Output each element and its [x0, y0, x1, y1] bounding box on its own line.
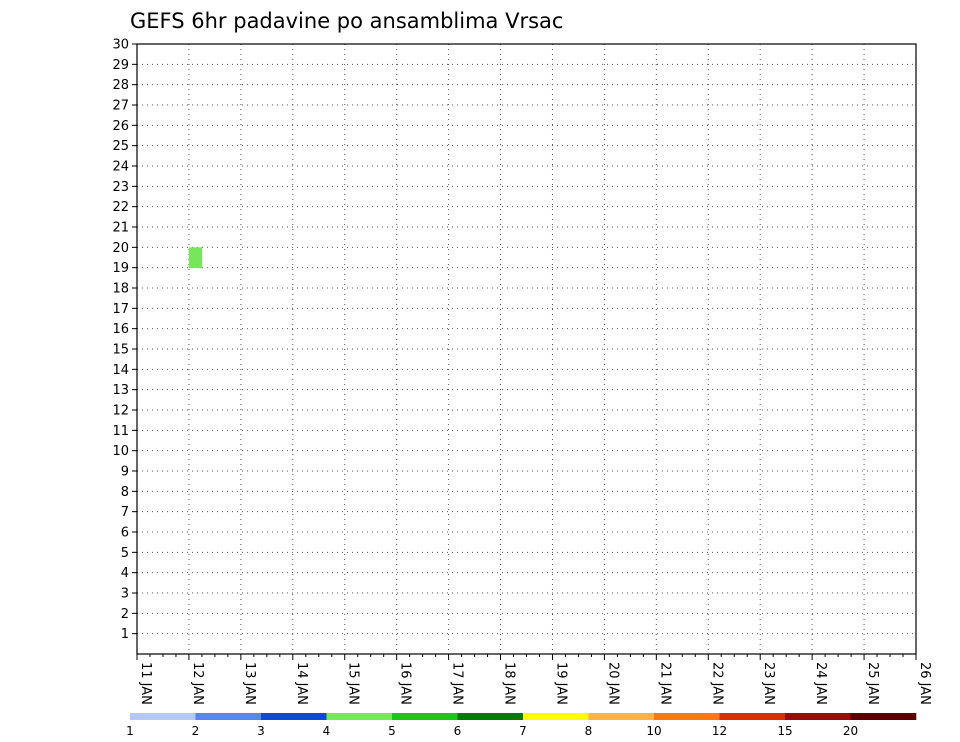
- y-tick-label: 28: [112, 78, 129, 93]
- x-tick-label: 12 JAN: [190, 662, 205, 705]
- colorbar-label: 7: [519, 724, 527, 738]
- y-tick-label: 30: [112, 38, 129, 53]
- y-tick-label: 26: [112, 119, 129, 134]
- y-tick-label: 13: [112, 383, 129, 398]
- y-tick-label: 11: [112, 424, 129, 439]
- colorbar: 1 2 3 4 5 6 7 8 10 12 15 20: [126, 713, 917, 738]
- y-tick-label: 2: [121, 607, 129, 622]
- y-tick-label: 22: [112, 200, 129, 215]
- y-tick-label: 5: [121, 546, 129, 561]
- x-tick-label: 24 JAN: [813, 662, 828, 705]
- colorbar-label: 8: [585, 724, 593, 738]
- y-tick-label: 21: [112, 221, 129, 236]
- colorbar-segment: [523, 713, 589, 720]
- x-tick-label: 23 JAN: [761, 662, 776, 705]
- colorbar-segment: [195, 713, 262, 720]
- colorbar-label: 3: [257, 724, 265, 738]
- y-tick-label: 4: [121, 566, 129, 581]
- axis-ticks: [132, 43, 917, 660]
- colorbar-segment: [392, 713, 458, 720]
- colorbar-segment: [261, 713, 327, 720]
- x-tick-label: 16 JAN: [398, 662, 413, 705]
- colorbar-segment: [785, 713, 851, 720]
- y-tick-label: 7: [121, 505, 129, 520]
- colorbar-label: 15: [777, 724, 792, 738]
- x-tick-label: 11 JAN: [138, 662, 153, 705]
- colorbar-label: 12: [712, 724, 727, 738]
- colorbar-label: 2: [192, 724, 200, 738]
- x-tick-label: 15 JAN: [346, 662, 361, 705]
- y-tick-label: 3: [121, 587, 129, 602]
- y-tick-label: 1: [121, 627, 129, 642]
- x-tick-label: 25 JAN: [865, 662, 880, 705]
- colorbar-segment: [130, 713, 196, 720]
- y-tick-label: 18: [112, 282, 129, 297]
- colorbar-label: 4: [323, 724, 331, 738]
- y-tick-label: 29: [112, 58, 129, 73]
- colorbar-label: 1: [126, 724, 134, 738]
- x-tick-label: 22 JAN: [709, 662, 724, 705]
- y-tick-label: 6: [121, 526, 129, 541]
- y-tick-label: 19: [112, 261, 129, 276]
- x-tick-label: 17 JAN: [450, 662, 465, 705]
- y-tick-label: 17: [112, 302, 129, 317]
- chart-title: GEFS 6hr padavine po ansamblima Vrsac: [130, 9, 563, 33]
- colorbar-label: 10: [646, 724, 661, 738]
- colorbar-segment: [457, 713, 524, 720]
- colorbar-segment: [850, 713, 917, 720]
- x-tick-label: 13 JAN: [242, 662, 257, 705]
- y-tick-label: 14: [112, 363, 129, 378]
- colorbar-label: 20: [843, 724, 858, 738]
- colorbar-segment: [654, 713, 720, 720]
- x-tick-label: 14 JAN: [294, 662, 309, 705]
- y-tick-label: 20: [112, 241, 129, 256]
- x-tick-label: 20 JAN: [605, 662, 620, 705]
- colorbar-label: 6: [454, 724, 462, 738]
- x-tick-label: 18 JAN: [502, 662, 517, 705]
- y-axis-labels: 1234567891011121314151617181920212223242…: [112, 38, 129, 643]
- y-tick-label: 15: [112, 343, 129, 358]
- y-tick-label: 9: [121, 465, 129, 480]
- data-cells: [188, 247, 203, 268]
- x-axis-labels: 11 JAN 12 JAN 13 JAN 14 JAN 15 JAN 16 JAN 17 J…: [138, 662, 932, 705]
- y-tick-label: 12: [112, 404, 129, 419]
- y-tick-label: 25: [112, 139, 129, 154]
- grid-lines: [137, 44, 916, 654]
- colorbar-segment: [719, 713, 786, 720]
- colorbar-segment: [588, 713, 655, 720]
- y-tick-label: 24: [112, 160, 129, 175]
- data-cell: [188, 247, 203, 268]
- y-tick-label: 16: [112, 322, 129, 337]
- y-tick-label: 10: [112, 444, 129, 459]
- plot-frame: [136, 43, 917, 655]
- y-tick-label: 8: [121, 485, 129, 500]
- colorbar-label: 5: [388, 724, 396, 738]
- y-tick-label: 27: [112, 99, 129, 114]
- x-tick-label: 21 JAN: [657, 662, 672, 705]
- colorbar-segment: [326, 713, 393, 720]
- y-tick-label: 23: [112, 180, 129, 195]
- x-tick-label: 26 JAN: [917, 662, 932, 705]
- x-tick-label: 19 JAN: [553, 662, 568, 705]
